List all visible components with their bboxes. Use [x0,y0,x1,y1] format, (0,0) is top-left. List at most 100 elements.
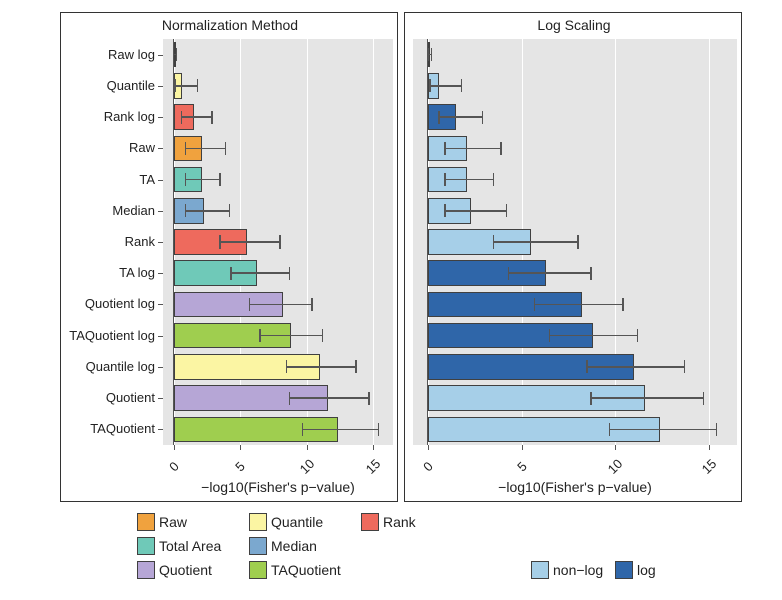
error-cap [197,79,199,92]
legend-swatch [361,513,379,531]
y-tick-label: Rank log [61,109,155,124]
error-cap [444,204,446,217]
y-tick-mark [158,211,163,212]
error-cap [577,235,579,248]
error-cap [378,423,380,436]
x-tick-mark [615,445,616,450]
y-tick-mark [158,304,163,305]
error-bar [509,272,591,274]
error-cap [185,204,187,217]
error-cap [219,235,221,248]
gridline [307,39,308,445]
error-bar [289,397,369,399]
error-cap [500,142,502,155]
y-tick-mark [158,429,163,430]
error-cap [311,298,313,311]
error-bar [535,304,623,306]
y-tick-label: Raw [61,140,155,155]
error-cap [716,423,718,436]
x-tick-label: 15 [695,453,723,481]
error-cap [322,329,324,342]
error-bar [610,429,717,431]
gridline [709,39,710,445]
error-bar [220,241,280,243]
zero-line [173,39,174,445]
x-tick-mark [307,445,308,450]
y-tick-mark [158,55,163,56]
legend-label: Raw [159,514,187,530]
error-cap [506,204,508,217]
facet-title-right: Log Scaling [405,17,743,33]
legend-swatch [249,561,267,579]
panel-right: Log Scaling −log10(Fisher's p−value) 051… [404,12,742,502]
error-cap [586,360,588,373]
error-bar [445,210,507,212]
error-bar [186,179,221,181]
error-bar [231,272,289,274]
error-cap [549,329,551,342]
error-cap [225,142,227,155]
gridline [615,39,616,445]
error-cap [444,142,446,155]
y-tick-label: TA log [61,265,155,280]
x-tick-mark [373,445,374,450]
y-tick-mark [158,242,163,243]
legend-label: Quotient [159,562,212,578]
y-tick-mark [158,367,163,368]
error-cap [279,235,281,248]
y-tick-label: Median [61,203,155,218]
legend-swatch [249,537,267,555]
error-cap [461,79,463,92]
legend-swatch [137,513,155,531]
legend-label: log [637,562,656,578]
x-tick-mark [709,445,710,450]
legend-label: Rank [383,514,416,530]
error-bar [494,241,578,243]
error-cap [174,79,176,92]
figure: Normalization Method −log10(Fisher's p−v… [0,0,782,600]
error-bar [182,116,213,118]
error-bar [175,85,198,87]
x-tick-label: 5 [226,453,254,481]
legend-label: TAQuotient [271,562,341,578]
panel-left: Normalization Method −log10(Fisher's p−v… [60,12,398,502]
x-tick-mark [522,445,523,450]
x-axis-title-right: −log10(Fisher's p−value) [413,479,737,495]
legend-swatch [137,561,155,579]
error-cap [493,235,495,248]
error-bar [550,335,638,337]
error-cap [590,392,592,405]
error-cap [185,173,187,186]
error-cap [684,360,686,373]
error-cap [622,298,624,311]
legend-swatch [137,537,155,555]
y-tick-label: Raw log [61,47,155,62]
legend-label: Total Area [159,538,221,554]
error-cap [176,48,178,61]
error-cap [355,360,357,373]
error-bar [445,148,501,150]
y-tick-mark [158,86,163,87]
gridline [373,39,374,445]
x-axis-title-left: −log10(Fisher's p−value) [163,479,393,495]
error-bar [587,366,684,368]
y-tick-mark [158,117,163,118]
y-tick-label: Rank [61,234,155,249]
x-tick-label: 0 [160,453,188,481]
plot-area-left [163,39,393,445]
legend-label: non−log [553,562,603,578]
y-tick-label: Quantile log [61,359,155,374]
error-cap [302,423,304,436]
error-bar [186,148,226,150]
error-bar [249,304,311,306]
error-cap [185,142,187,155]
legend-swatch [249,513,267,531]
x-tick-mark [174,445,175,450]
plot-area-right [413,39,737,445]
error-cap [249,298,251,311]
error-cap [219,173,221,186]
y-tick-mark [158,398,163,399]
error-cap [181,111,183,124]
x-tick-mark [428,445,429,450]
error-cap [444,173,446,186]
